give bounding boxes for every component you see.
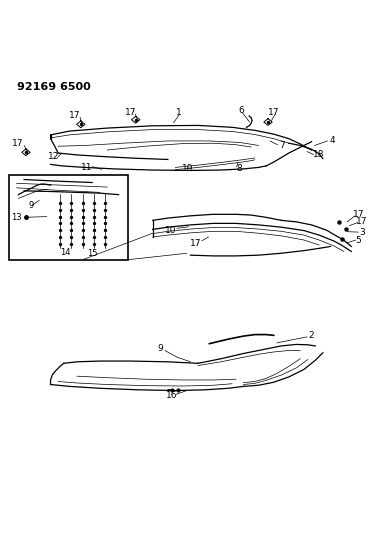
Text: 16: 16: [166, 391, 177, 400]
Text: 6: 6: [239, 106, 245, 115]
Text: 11: 11: [81, 163, 92, 172]
Text: 5: 5: [355, 236, 361, 245]
Text: 12: 12: [48, 152, 59, 161]
Text: 4: 4: [330, 136, 335, 144]
Text: 19: 19: [182, 164, 193, 173]
Text: 15: 15: [87, 249, 98, 258]
Text: 10: 10: [165, 225, 176, 235]
Text: 3: 3: [359, 228, 365, 237]
Text: 18: 18: [313, 150, 325, 159]
Text: 17: 17: [268, 108, 279, 117]
Text: 9: 9: [157, 344, 163, 353]
Text: 9: 9: [29, 201, 34, 211]
Text: 1: 1: [176, 108, 182, 117]
Text: 13: 13: [11, 213, 21, 222]
Text: 7: 7: [279, 141, 285, 150]
Text: 8: 8: [236, 164, 242, 173]
Text: 17: 17: [11, 139, 23, 148]
Text: 17: 17: [353, 210, 365, 219]
Text: 2: 2: [309, 331, 314, 340]
Text: 17: 17: [356, 217, 367, 227]
Text: 17: 17: [125, 108, 136, 117]
Bar: [9, 175, 128, 260]
Text: 17: 17: [69, 111, 81, 120]
Text: 14: 14: [60, 248, 70, 257]
Text: 17: 17: [190, 239, 202, 248]
Text: 92169 6500: 92169 6500: [16, 82, 90, 92]
